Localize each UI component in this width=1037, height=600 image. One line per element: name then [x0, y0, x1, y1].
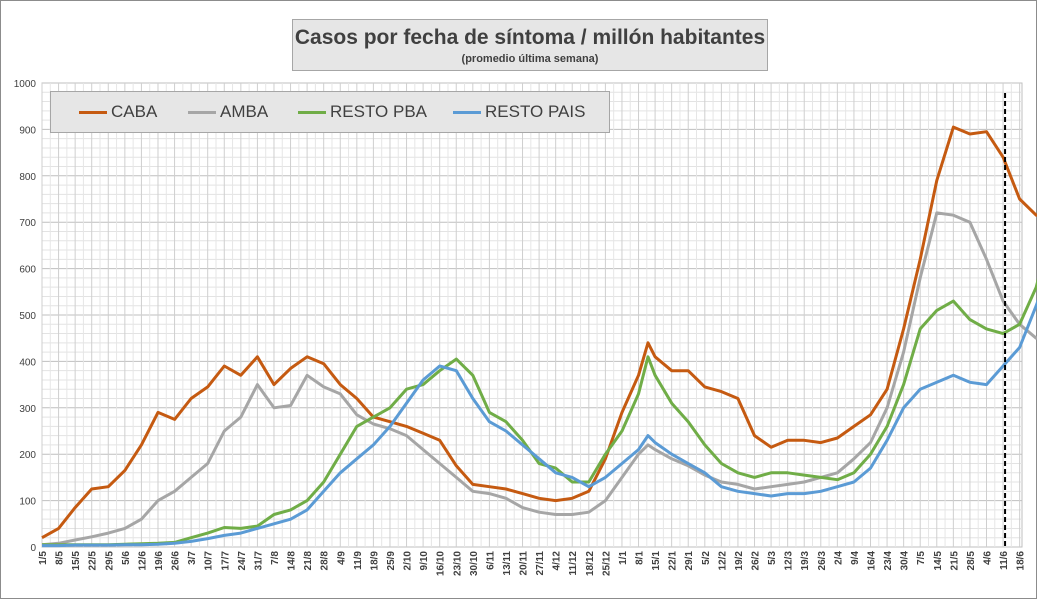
x-tick-label: 28/5 — [966, 551, 977, 571]
x-tick-label: 14/5 — [933, 551, 944, 571]
x-tick-label: 30/4 — [900, 551, 911, 571]
y-tick-label: 900 — [19, 125, 36, 136]
series-line-amba — [41, 211, 1037, 547]
x-tick-label: 25/9 — [386, 551, 397, 571]
y-tick-label: 400 — [19, 357, 36, 368]
legend-item-resto-pais: RESTO PAIS — [453, 102, 585, 122]
x-tick-label: 1/5 — [38, 551, 49, 565]
x-tick-label: 8/5 — [55, 551, 66, 565]
chart-title-box: Casos por fecha de síntoma / millón habi… — [292, 19, 768, 71]
x-tick-label: 24/7 — [237, 551, 248, 571]
x-tick-label: 23/4 — [883, 551, 894, 571]
x-tick-label: 2/4 — [833, 551, 844, 565]
x-tick-label: 5/3 — [767, 551, 778, 565]
x-tick-label: 11/6 — [999, 551, 1010, 570]
x-tick-label: 19/6 — [154, 551, 165, 571]
y-tick-label: 700 — [19, 218, 36, 229]
x-tick-label: 1/1 — [618, 551, 629, 565]
legend-item-resto-pba: RESTO PBA — [298, 102, 427, 122]
chart-subtitle: (promedio última semana) — [461, 53, 599, 65]
series-line-resto-pais — [42, 299, 1037, 548]
y-axis-ticks: 0 100 200 300 400 500 600 700 800 900 1000 — [14, 79, 37, 554]
x-tick-label: 4/12 — [552, 551, 563, 571]
x-tick-label: 10/7 — [204, 551, 215, 571]
x-tick-label: 20/11 — [519, 551, 530, 576]
legend-item-amba: AMBA — [188, 102, 268, 122]
x-tick-label: 29/1 — [684, 551, 695, 571]
x-tick-label: 15/5 — [71, 551, 82, 571]
x-tick-label: 12/2 — [717, 551, 728, 571]
legend-label-resto-pais: RESTO PAIS — [485, 102, 586, 121]
x-tick-label: 8/1 — [635, 551, 646, 565]
x-tick-label: 2/10 — [403, 551, 414, 571]
legend-item-caba: CABA — [79, 102, 157, 122]
x-tick-label: 5/6 — [121, 551, 132, 565]
x-tick-label: 12/6 — [137, 551, 148, 571]
x-tick-label: 19/2 — [734, 551, 745, 571]
y-tick-label: 1000 — [14, 79, 37, 90]
x-tick-label: 6/11 — [485, 551, 496, 570]
y-tick-label: 600 — [19, 265, 36, 276]
series-line-caba — [41, 125, 1037, 540]
x-tick-label: 22/1 — [668, 551, 679, 571]
x-tick-label: 26/3 — [817, 551, 828, 571]
y-tick-label: 500 — [19, 311, 36, 322]
x-tick-label: 18/9 — [369, 551, 380, 571]
x-tick-label: 26/2 — [751, 551, 762, 571]
x-tick-label: 11/9 — [353, 551, 364, 570]
x-tick-label: 21/8 — [303, 551, 314, 571]
y-tick-label: 100 — [19, 497, 36, 508]
legend-swatch-amba — [188, 110, 216, 114]
x-tick-label: 25/12 — [601, 551, 612, 576]
legend-label-resto-pba: RESTO PBA — [330, 102, 427, 121]
x-tick-label: 23/10 — [452, 551, 463, 576]
x-tick-label: 21/5 — [949, 551, 960, 571]
legend-swatch-caba — [79, 110, 107, 114]
chart-title: Casos por fecha de síntoma / millón habi… — [294, 26, 766, 49]
x-tick-label: 7/8 — [270, 551, 281, 565]
y-tick-label: 0 — [30, 543, 36, 554]
series-line-resto-pba — [42, 278, 1037, 547]
y-tick-label: 200 — [19, 450, 36, 461]
x-tick-label: 11/12 — [568, 551, 579, 576]
x-tick-label: 4/6 — [982, 551, 993, 565]
x-tick-label: 12/3 — [784, 551, 795, 571]
chart-legend: CABA AMBA RESTO PBA RESTO PAIS — [50, 91, 610, 133]
x-tick-label: 13/11 — [502, 551, 513, 576]
y-tick-label: 800 — [19, 172, 36, 183]
x-tick-label: 18/6 — [1016, 551, 1027, 571]
legend-swatch-resto-pba — [298, 110, 326, 114]
y-tick-label: 300 — [19, 404, 36, 415]
x-tick-label: 18/12 — [585, 551, 596, 576]
x-tick-label: 5/2 — [701, 551, 712, 565]
x-tick-label: 7/5 — [916, 551, 927, 565]
x-tick-label: 9/10 — [419, 551, 430, 571]
x-tick-label: 15/1 — [651, 551, 662, 571]
legend-label-caba: CABA — [111, 102, 158, 121]
x-tick-label: 22/5 — [88, 551, 99, 571]
x-tick-label: 4/9 — [336, 551, 347, 565]
series-lines — [41, 125, 1037, 548]
x-tick-label: 31/7 — [253, 551, 264, 571]
x-tick-label: 27/11 — [535, 551, 546, 576]
x-tick-label: 30/10 — [469, 551, 480, 576]
gridlines — [41, 82, 1023, 548]
x-axis-ticks: 1/5 8/5 15/5 22/5 29/5 5/6 12/6 19/6 26/6 3/7 10/7… — [38, 551, 1027, 576]
x-tick-label: 9/4 — [850, 551, 861, 565]
x-tick-label: 16/4 — [867, 551, 878, 571]
x-tick-label: 17/7 — [220, 551, 231, 571]
legend-label-amba: AMBA — [220, 102, 269, 121]
x-tick-label: 3/7 — [187, 551, 198, 565]
x-tick-label: 16/10 — [436, 551, 447, 576]
x-tick-label: 19/3 — [800, 551, 811, 571]
x-tick-label: 28/8 — [320, 551, 331, 571]
x-tick-label: 29/5 — [104, 551, 115, 571]
legend-swatch-resto-pais — [453, 110, 481, 114]
x-tick-label: 26/6 — [171, 551, 182, 571]
x-tick-label: 14/8 — [287, 551, 298, 571]
